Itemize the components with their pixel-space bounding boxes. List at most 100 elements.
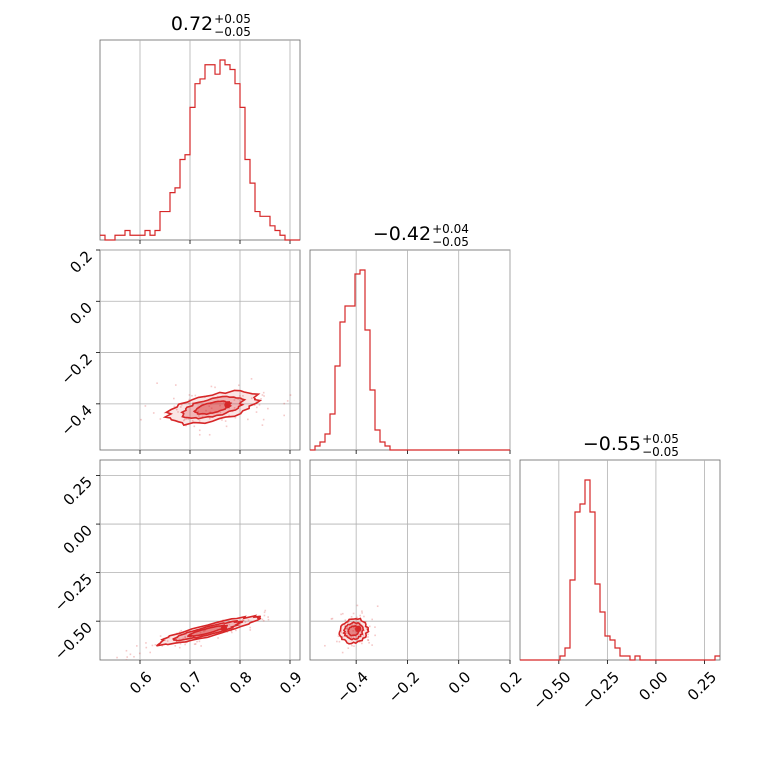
sample-point bbox=[154, 644, 157, 646]
sample-point bbox=[219, 404, 221, 407]
sample-point bbox=[184, 636, 186, 638]
sample-point bbox=[183, 418, 186, 421]
sample-point bbox=[261, 618, 264, 621]
sample-point bbox=[374, 626, 376, 628]
sample-point bbox=[224, 420, 227, 422]
sample-point bbox=[283, 414, 285, 417]
param-title: 0.72 bbox=[171, 13, 213, 35]
y-tick-label: 0.2 bbox=[66, 247, 96, 277]
y-tick-label: −0.2 bbox=[58, 350, 96, 388]
sample-point bbox=[228, 407, 231, 409]
sample-point bbox=[178, 638, 181, 641]
sample-point bbox=[262, 391, 265, 394]
sample-point bbox=[238, 384, 240, 387]
x-tick-label: 0.6 bbox=[126, 668, 156, 698]
y-tick-label: 0.00 bbox=[60, 521, 96, 557]
sample-point bbox=[367, 633, 369, 636]
sample-point bbox=[185, 418, 188, 420]
sample-point bbox=[151, 644, 154, 647]
sample-point bbox=[376, 605, 379, 608]
param-title-minus: −0.05 bbox=[432, 235, 469, 249]
sample-point bbox=[331, 617, 334, 620]
sample-point bbox=[350, 636, 353, 639]
sample-point bbox=[194, 643, 197, 645]
sample-point bbox=[179, 631, 181, 633]
sample-point bbox=[250, 397, 253, 400]
sample-point bbox=[136, 645, 138, 647]
sample-point bbox=[184, 643, 186, 646]
sample-point bbox=[356, 623, 359, 625]
sample-point bbox=[233, 399, 236, 401]
sample-point bbox=[209, 411, 212, 414]
sample-point bbox=[133, 655, 135, 658]
sample-point bbox=[205, 409, 207, 412]
sample-point bbox=[242, 395, 244, 397]
param-title-minus: −0.05 bbox=[642, 445, 679, 459]
sample-point bbox=[247, 418, 249, 421]
sample-point bbox=[368, 641, 370, 644]
sample-point bbox=[178, 646, 181, 649]
sample-point bbox=[344, 631, 347, 634]
sample-point bbox=[204, 629, 207, 632]
sample-point bbox=[156, 382, 158, 385]
sample-point bbox=[358, 624, 361, 627]
sample-point bbox=[198, 433, 201, 436]
histogram-line bbox=[100, 59, 300, 241]
sample-point bbox=[198, 640, 201, 643]
sample-point bbox=[286, 400, 289, 402]
sample-point bbox=[364, 621, 367, 623]
sample-point bbox=[226, 631, 229, 633]
sample-point bbox=[198, 420, 201, 422]
sample-point bbox=[368, 625, 371, 628]
sample-point bbox=[239, 395, 241, 397]
sample-point bbox=[341, 636, 344, 638]
x-tick-label: 0.7 bbox=[176, 668, 206, 698]
density-peak bbox=[355, 625, 362, 633]
density-contour bbox=[156, 614, 262, 647]
sample-point bbox=[214, 386, 216, 389]
sample-point bbox=[267, 618, 270, 621]
sample-point bbox=[180, 404, 183, 406]
sample-point bbox=[193, 425, 196, 428]
x-tick-label: 0.0 bbox=[445, 668, 475, 698]
x-tick-label: 0.8 bbox=[226, 668, 256, 698]
sample-point bbox=[234, 416, 237, 419]
sample-point bbox=[149, 651, 152, 654]
sample-point bbox=[225, 425, 228, 428]
sample-point bbox=[168, 636, 171, 639]
sample-point bbox=[341, 612, 344, 615]
sample-point bbox=[347, 647, 350, 649]
sample-point bbox=[374, 634, 376, 637]
x-tick-label: −0.4 bbox=[333, 668, 371, 706]
sample-point bbox=[237, 398, 239, 400]
density-contour bbox=[192, 400, 233, 416]
sample-point bbox=[198, 429, 201, 432]
sample-point bbox=[84, 659, 86, 661]
sample-point bbox=[208, 433, 211, 436]
sample-point bbox=[324, 644, 326, 647]
sample-point bbox=[129, 653, 132, 656]
sample-point bbox=[263, 395, 265, 397]
sample-point bbox=[233, 407, 236, 409]
sample-point bbox=[346, 627, 348, 630]
sample-point bbox=[180, 406, 182, 408]
panel-frame bbox=[99, 459, 301, 661]
sample-point bbox=[201, 415, 204, 418]
sample-point bbox=[348, 620, 351, 623]
sample-point bbox=[219, 411, 222, 414]
sample-point bbox=[353, 645, 355, 647]
sample-point bbox=[196, 640, 198, 643]
sample-point bbox=[173, 405, 176, 408]
sample-point bbox=[348, 635, 350, 638]
param-title-plus: +0.04 bbox=[432, 222, 469, 236]
sample-point bbox=[261, 394, 264, 396]
sample-point bbox=[264, 609, 267, 612]
sample-point bbox=[210, 407, 213, 410]
x-tick-label: −0.50 bbox=[529, 668, 574, 713]
sample-point bbox=[261, 424, 264, 426]
sample-point bbox=[256, 406, 258, 409]
sample-point bbox=[126, 656, 129, 658]
sample-point bbox=[199, 631, 202, 634]
y-tick-label: −0.25 bbox=[51, 570, 96, 615]
sample-point bbox=[358, 636, 361, 639]
